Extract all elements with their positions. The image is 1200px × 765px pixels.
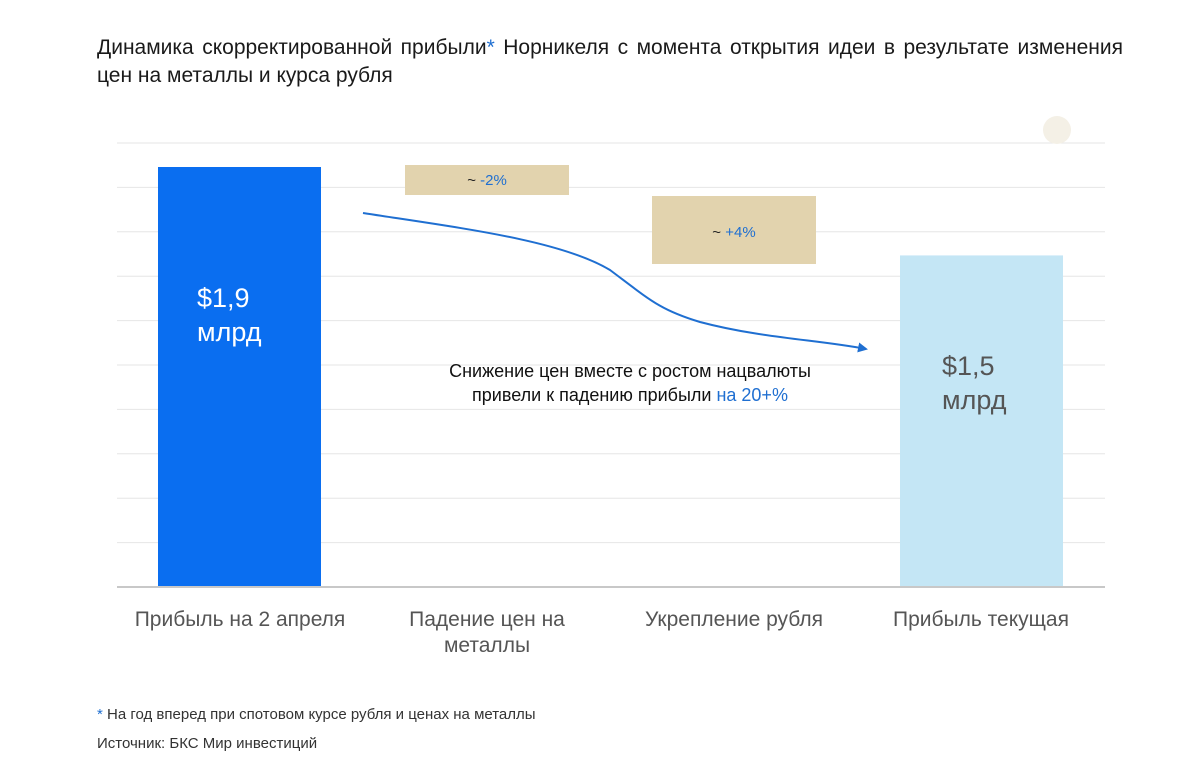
delta-ruble-prefix: ~ <box>712 224 725 241</box>
x-tick-label-profit-april-2: Прибыль на 2 апреля <box>134 608 346 631</box>
annotation-line-1: Снижение цен вместе с ростом нацвалюты <box>449 361 811 381</box>
bar-profit-current <box>900 255 1063 587</box>
x-tick-label-profit-current: Прибыль текущая <box>893 608 1069 631</box>
bar-profit-current-value: $1,5 млрд <box>942 349 1006 417</box>
title-text: Динамика скорректированной прибыли <box>97 36 487 59</box>
footnote-text: На год вперед при спотовом курсе рубля и… <box>102 706 536 723</box>
delta-box-ruble: ~ +4% <box>652 196 816 264</box>
annotation-line-2: привели к падению прибыли на 20+% <box>400 383 860 407</box>
footnote: * На год вперед при спотовом курсе рубля… <box>97 706 536 723</box>
delta-ruble-label: ~ +4% <box>712 224 755 241</box>
bar-profit-april-2-value: $1,9 млрд <box>197 281 261 349</box>
source-note: Источник: БКС Мир инвестиций <box>97 735 318 752</box>
title-text-continued: Норникеля с момента открытия идеи в резу… <box>97 36 1123 87</box>
bar-profit-april-2-amount: $1,9 <box>197 283 250 313</box>
decorative-circle <box>1043 116 1071 144</box>
title-footnote-marker: * <box>486 36 495 59</box>
annotation-highlight: на 20+% <box>716 385 788 405</box>
x-tick-label-metal-prices: Падение цен на металлы <box>409 608 565 657</box>
delta-box-metal-prices: ~ -2% <box>405 165 569 195</box>
chart-title: Динамика скорректированной прибыли* Норн… <box>97 34 1123 90</box>
x-tick-label-ruble: Укрепление рубля <box>645 608 823 631</box>
bar-profit-april-2 <box>158 167 321 587</box>
bar-profit-current-amount: $1,5 <box>942 351 995 381</box>
delta-metal-prices-bar <box>405 165 569 195</box>
delta-metal-prices-prefix: ~ <box>467 172 480 189</box>
bar-profit-current-unit: млрд <box>942 385 1007 415</box>
footnote-marker: * <box>97 706 103 723</box>
bar-profit-april-2-unit: млрд <box>197 317 262 347</box>
chart-annotation: Снижение цен вместе с ростом нацвалюты п… <box>400 359 860 407</box>
delta-ruble-bar <box>652 196 816 264</box>
trend-arrow <box>362 212 868 353</box>
delta-metal-prices-label: ~ -2% <box>467 172 507 189</box>
delta-metal-prices-value: -2% <box>480 172 507 189</box>
delta-ruble-value: +4% <box>725 224 755 241</box>
annotation-line-2-text: привели к падению прибыли <box>472 385 717 405</box>
